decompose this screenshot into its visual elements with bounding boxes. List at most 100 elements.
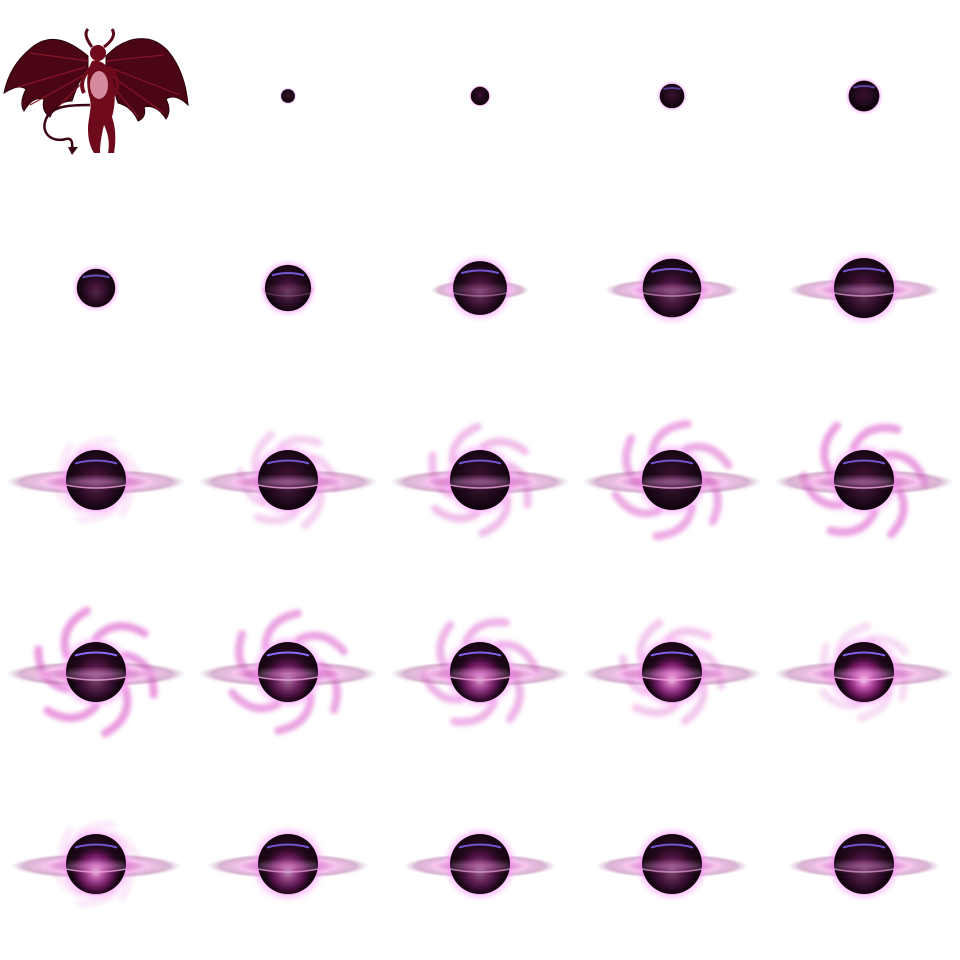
orb-rim-band	[74, 843, 118, 849]
orb-rim-band	[460, 269, 500, 275]
sprite-frame-9	[787, 249, 941, 327]
accretion-ring-front	[640, 478, 704, 486]
ring-front-line	[452, 292, 508, 297]
accretion-ring-front	[640, 670, 704, 678]
accretion-ring-front	[64, 862, 128, 870]
orb-rim-band	[650, 843, 694, 849]
accretion-ring-front	[832, 286, 896, 294]
tail-tip	[68, 147, 78, 155]
orb-rim-band	[458, 459, 502, 465]
accretion-ring-front	[448, 478, 512, 486]
orb-rim-band	[266, 459, 310, 465]
accretion-ring-front	[641, 286, 703, 294]
sprite-frame-14	[774, 421, 954, 539]
ring-front-line	[449, 484, 511, 489]
sprite-frame-22	[403, 825, 557, 903]
ring-front-line	[641, 868, 703, 873]
ring-front-line	[641, 484, 703, 489]
demon-arm	[80, 65, 94, 94]
ring-front-line	[833, 676, 895, 681]
orb-rim-band	[74, 459, 118, 465]
demon-tail	[43, 103, 91, 152]
accretion-ring-front	[448, 670, 512, 678]
demon-sprite	[3, 27, 189, 155]
accretion-ring-front	[832, 670, 896, 678]
sprite-frame-13	[582, 419, 762, 541]
orb-rim-band	[842, 459, 886, 465]
ring-front-line	[642, 292, 702, 297]
ring-front-line	[65, 868, 127, 873]
sprite-frame-17	[390, 618, 570, 726]
orb-core	[281, 89, 295, 103]
sprite-frame-3	[656, 80, 688, 112]
ring-front-line	[257, 484, 319, 489]
accretion-ring-front	[64, 670, 128, 678]
accretion-ring-front	[64, 478, 128, 486]
demon-horn-right	[103, 28, 116, 49]
sprite-frame-7	[430, 253, 530, 323]
ring-front-line	[449, 868, 511, 873]
sprite-frame-8	[604, 250, 740, 326]
ring-front-line	[641, 676, 703, 681]
wing-vein	[107, 66, 181, 96]
orb-rim-band	[651, 268, 693, 273]
ring-front-line	[65, 676, 127, 681]
orb-rim-band	[650, 651, 694, 657]
sprite-frame-6	[258, 258, 318, 318]
sprite-frame-12	[390, 422, 570, 538]
accretion-ring-front	[263, 286, 313, 294]
ring-front-line	[257, 676, 319, 681]
demon-head	[90, 45, 106, 61]
sprite-frame-24	[787, 825, 941, 903]
sprite-frame-18	[582, 618, 762, 726]
accretion-ring-front	[832, 862, 896, 870]
accretion-ring-front	[256, 670, 320, 678]
demon-arm	[106, 65, 120, 97]
sprite-frame-1	[279, 87, 297, 105]
orb-rim-band	[458, 843, 502, 849]
ring-front-line	[65, 484, 127, 489]
sprite-frame-11	[198, 430, 378, 530]
orb-core	[659, 83, 685, 109]
orb-rim-band	[271, 272, 305, 277]
orb-rim-band	[74, 651, 118, 657]
wing-vein	[29, 74, 85, 106]
ring-front-line	[449, 676, 511, 681]
ring-front-line	[257, 868, 319, 873]
orb-rim-band	[663, 87, 681, 91]
ring-front-line	[833, 484, 895, 489]
orb-rim-band	[842, 843, 886, 849]
orb-rim-band	[82, 274, 110, 279]
orb-rim-band	[458, 651, 502, 657]
accretion-ring-front	[640, 862, 704, 870]
sprite-frame-23	[595, 825, 749, 903]
orb-core	[470, 86, 490, 106]
sprite-frame-2	[468, 84, 492, 108]
sprite-frame-20	[10, 820, 182, 908]
orb-rim-band	[852, 85, 876, 89]
orb-rim-band	[650, 459, 694, 465]
sprite-frame-5	[71, 263, 121, 313]
orb-rim-band	[266, 651, 310, 657]
accretion-ring-front	[832, 478, 896, 486]
orb-rim-band	[842, 651, 886, 657]
wing-vein	[105, 54, 165, 62]
sprite-frame-10	[6, 436, 186, 524]
ring-front-line	[264, 292, 312, 297]
orb-rim-band	[266, 843, 310, 849]
orb-core	[848, 80, 880, 112]
demon-torso	[90, 71, 108, 99]
sprite-frame-15	[6, 606, 186, 738]
orb-inner-energy	[78, 272, 114, 308]
demon-horn-left	[84, 27, 94, 48]
ring-front-line	[833, 292, 895, 297]
sprite-frame-19	[774, 622, 954, 722]
accretion-ring-front	[448, 862, 512, 870]
wing-vein	[29, 52, 89, 62]
accretion-ring-front	[256, 478, 320, 486]
wing-vein	[17, 66, 87, 88]
accretion-ring-front	[256, 862, 320, 870]
sprite-frame-4	[844, 76, 884, 116]
